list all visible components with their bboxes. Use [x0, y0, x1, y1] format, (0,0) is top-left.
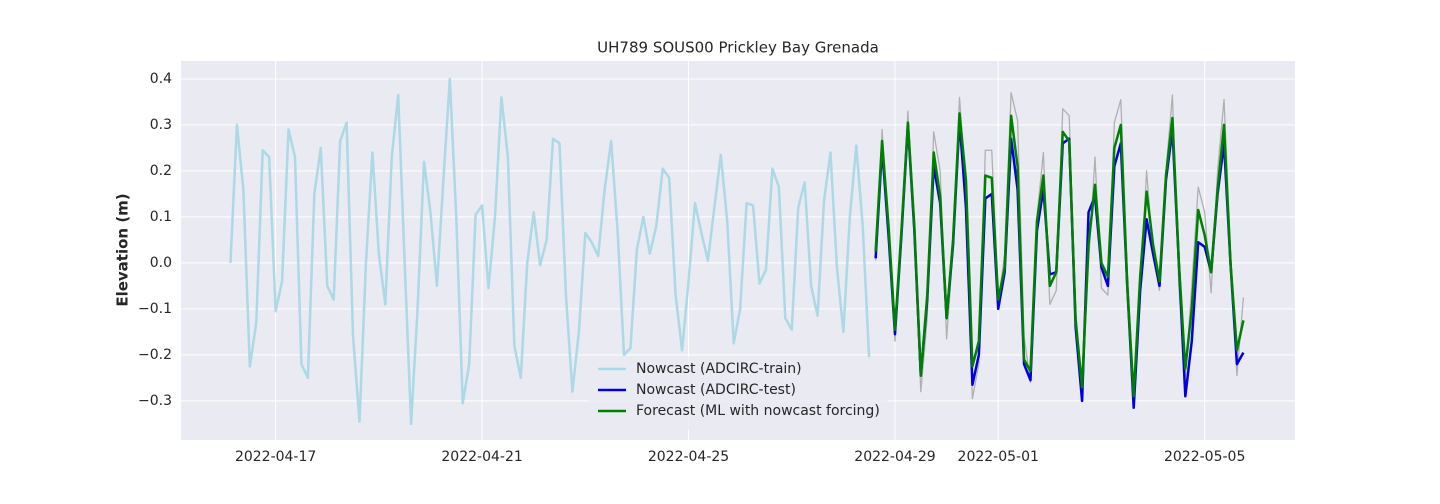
legend-label: Nowcast (ADCIRC-test) — [636, 382, 796, 398]
y-tick-label: 0.1 — [150, 209, 172, 225]
y-tick-label: −0.3 — [138, 393, 172, 409]
x-tick-label: 2022-04-21 — [441, 449, 522, 465]
y-tick-label: 0.4 — [150, 71, 172, 87]
x-tick-label: 2022-05-01 — [958, 449, 1039, 465]
y-tick-label: 0.0 — [150, 255, 172, 271]
chart-title: UH789 SOUS00 Prickley Bay Grenada — [597, 39, 879, 57]
series-line — [229, 77, 871, 426]
y-tick-label: −0.1 — [138, 301, 172, 317]
lines — [229, 77, 1245, 426]
x-tick-label: 2022-04-25 — [648, 449, 729, 465]
x-tick-label: 2022-05-05 — [1164, 449, 1245, 465]
y-axis-label: Elevation (m) — [114, 193, 132, 306]
series-line — [874, 112, 1245, 398]
y-tick-label: 0.3 — [150, 117, 172, 133]
legend-label: Forecast (ML with nowcast forcing) — [636, 403, 880, 419]
legend: Nowcast (ADCIRC-train) Nowcast (ADCIRC-te… — [588, 357, 888, 430]
x-tick-label: 2022-04-29 — [854, 449, 935, 465]
y-tick-label: −0.2 — [138, 347, 172, 363]
y-tick-label: 0.2 — [150, 163, 172, 179]
legend-label: Nowcast (ADCIRC-train) — [636, 361, 802, 377]
legend-box — [588, 357, 888, 430]
x-tick-label: 2022-04-17 — [235, 449, 316, 465]
